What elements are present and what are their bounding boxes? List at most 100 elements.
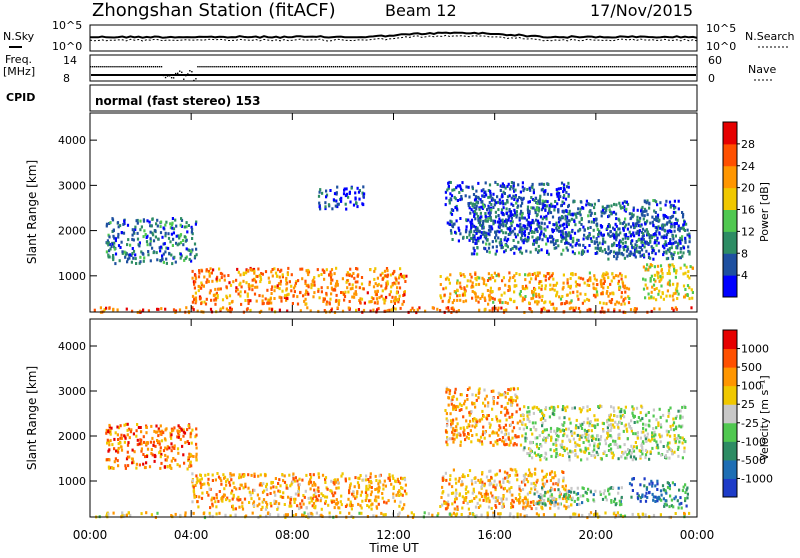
range-gate-cell	[486, 500, 488, 503]
range-gate-cell	[508, 444, 510, 447]
range-gate-cell	[651, 482, 653, 485]
range-gate-cell	[153, 251, 155, 254]
range-gate-cell	[667, 289, 669, 292]
range-gate-cell	[179, 308, 181, 311]
range-gate-cell	[270, 486, 272, 489]
range-gate-cell	[290, 505, 292, 508]
colorbar-swatch	[723, 144, 737, 166]
range-gate-cell	[615, 503, 617, 506]
range-gate-cell	[472, 492, 474, 495]
range-gate-cell	[654, 274, 656, 277]
range-gate-cell	[498, 214, 500, 217]
range-gate-cell	[524, 497, 526, 500]
range-gate-cell	[570, 234, 572, 237]
nave-dot	[224, 66, 225, 67]
range-gate-cell	[678, 207, 680, 210]
range-gate-cell	[476, 399, 478, 402]
range-gate-cell	[320, 492, 322, 495]
range-gate-cell	[355, 281, 357, 284]
nave-dot	[236, 66, 237, 67]
range-gate-cell	[301, 277, 303, 280]
range-gate-cell	[483, 278, 485, 281]
range-gate-cell	[194, 495, 196, 498]
range-gate-cell	[358, 486, 360, 489]
range-gate-cell	[456, 282, 458, 285]
range-gate-cell	[463, 300, 465, 303]
range-gate-cell	[533, 191, 535, 194]
colorbar-swatch	[723, 122, 737, 144]
range-gate-cell	[504, 471, 506, 474]
range-gate-cell	[347, 291, 349, 294]
range-gate-cell	[494, 298, 496, 301]
range-gate-cell	[677, 219, 679, 222]
range-gate-cell	[442, 490, 444, 493]
range-gate-cell	[330, 292, 332, 295]
range-gate-cell	[652, 249, 654, 252]
range-gate-cell	[553, 497, 555, 500]
range-gate-cell	[515, 497, 517, 500]
range-gate-cell	[510, 486, 512, 489]
range-gate-cell	[499, 198, 501, 201]
range-gate-cell	[494, 486, 496, 489]
nave-dot	[302, 66, 303, 67]
range-gate-cell	[641, 238, 643, 241]
range-gate-cell	[606, 498, 608, 501]
nave-dot	[487, 66, 488, 67]
range-gate-cell	[235, 279, 237, 282]
nave-dot	[537, 66, 538, 67]
range-gate-cell	[370, 480, 372, 483]
range-gate-cell	[646, 241, 648, 244]
range-gate-cell	[451, 208, 453, 211]
range-gate-cell	[211, 499, 213, 502]
range-gate-cell	[622, 206, 624, 209]
range-gate-cell	[350, 482, 352, 485]
range-gate-cell	[653, 284, 655, 287]
range-gate-cell	[180, 253, 182, 256]
range-gate-cell	[544, 222, 546, 225]
range-gate-cell	[622, 282, 624, 285]
range-gate-cell	[316, 512, 318, 515]
range-gate-cell	[588, 513, 590, 516]
nave-dot	[278, 66, 279, 67]
freq-unit-label: [MHz]	[3, 65, 35, 78]
range-gate-cell	[484, 404, 486, 407]
range-gate-cell	[254, 293, 256, 296]
range-gate-cell	[508, 438, 510, 441]
range-gate-cell	[675, 235, 677, 238]
range-gate-cell	[536, 512, 538, 515]
range-gate-cell	[545, 284, 547, 287]
range-gate-cell	[599, 242, 601, 245]
range-gate-cell	[495, 215, 497, 218]
range-gate-cell	[484, 231, 486, 234]
range-gate-cell	[575, 307, 577, 310]
range-gate-cell	[209, 512, 211, 515]
range-gate-cell	[357, 503, 359, 506]
range-gate-cell	[487, 405, 489, 408]
nave-dot	[509, 66, 510, 67]
range-gate-cell	[549, 275, 551, 278]
range-gate-cell	[290, 289, 292, 292]
range-gate-cell	[585, 491, 587, 494]
range-gate-cell	[587, 214, 589, 217]
range-gate-cell	[609, 283, 611, 286]
nave-dot	[389, 66, 390, 67]
range-gate-cell	[479, 230, 481, 233]
nave-dot	[391, 66, 392, 67]
range-gate-cell	[332, 494, 334, 497]
range-gate-cell	[580, 223, 582, 226]
range-gate-cell	[471, 402, 473, 405]
range-gate-cell	[648, 293, 650, 296]
range-gate-cell	[297, 494, 299, 497]
range-gate-cell	[607, 232, 609, 235]
range-gate-cell	[449, 296, 451, 299]
range-gate-cell	[195, 248, 197, 251]
range-gate-cell	[489, 426, 491, 429]
range-gate-cell	[321, 192, 323, 195]
range-gate-cell	[520, 197, 522, 200]
range-gate-cell	[594, 277, 596, 280]
range-gate-cell	[508, 271, 510, 274]
range-gate-cell	[152, 453, 154, 456]
range-gate-cell	[605, 271, 607, 274]
range-gate-cell	[580, 495, 582, 498]
range-gate-cell	[617, 275, 619, 278]
